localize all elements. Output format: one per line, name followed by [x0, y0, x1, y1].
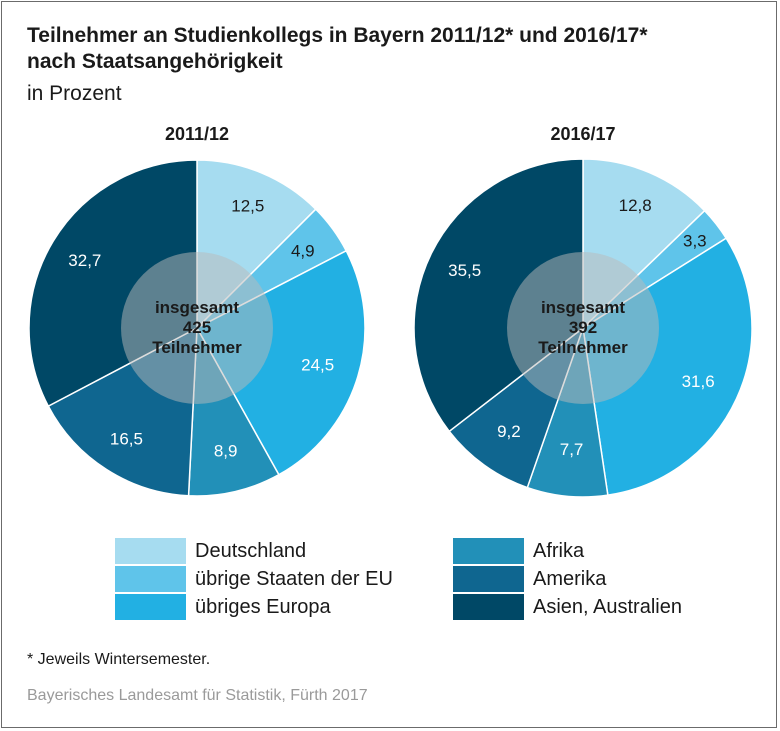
pie-center-label: 392	[569, 318, 597, 337]
legend-label: Asien, Australien	[533, 596, 682, 618]
legend-label: übriges Europa	[195, 596, 331, 618]
slice-value-label: 31,6	[682, 372, 715, 391]
pie-slice-asien-australien	[413, 158, 584, 433]
legend-item-amerika: Amerika	[453, 566, 780, 592]
slice-value-label: 12,5	[231, 196, 264, 215]
legend-label: Deutschland	[195, 540, 307, 562]
legend-swatch	[453, 594, 524, 620]
source-note: Bayerisches Landesamt für Statistik, Für…	[27, 687, 368, 704]
legend-swatch	[115, 566, 186, 592]
legend-swatch	[115, 538, 186, 564]
legend-item-eu: übrige Staaten der EU	[115, 566, 445, 592]
legend-item-deutschland: Deutschland	[115, 538, 445, 564]
slice-value-label: 4,9	[291, 242, 315, 261]
chart-title-line2: nach Staatsangehörigkeit	[27, 50, 283, 73]
pie-center-label: insgesamt	[541, 298, 625, 317]
legend-item-europa: übriges Europa	[115, 594, 445, 620]
pie-chart-2011-12: 12,5 4,9 24,5 8,9 16,5 32,7 insgesamt425Teilne…	[28, 124, 366, 497]
slice-value-label: 8,9	[214, 442, 238, 461]
pie-center-overlay	[507, 252, 659, 404]
legend-label: Afrika	[533, 540, 585, 562]
slice-value-label: 16,5	[110, 429, 143, 448]
slice-value-label: 32,7	[68, 251, 101, 270]
pie-center-overlay	[121, 252, 273, 404]
slice-value-label: 7,7	[560, 440, 584, 459]
footnote: * Jeweils Wintersemester.	[27, 651, 211, 668]
legend-label: übrige Staaten der EU	[195, 568, 393, 590]
chart-title-line1: Teilnehmer an Studienkollegs in Bayern 2…	[27, 24, 648, 47]
chart-title: Teilnehmer an Studienkollegs in Bayern 2…	[27, 23, 648, 75]
slice-value-label: 3,3	[683, 232, 707, 251]
pie-center-label: insgesamt	[155, 298, 239, 317]
chart-subtitle: in Prozent	[27, 82, 122, 105]
pie-center-label: Teilnehmer	[538, 338, 628, 357]
legend-item-asien: Asien, Australien	[453, 594, 780, 620]
pie-chart-2016-17: 12,8 3,3 31,6 7,7 9,2 35,5 insgesamt392Teilneh…	[413, 124, 753, 498]
legend-item-afrika: Afrika	[453, 538, 780, 564]
legend-swatch	[453, 538, 524, 564]
legend-swatch	[453, 566, 524, 592]
pie-title-2011-12: 2011/12	[165, 124, 229, 144]
pie-title-2016-17: 2016/17	[550, 124, 615, 144]
slice-value-label: 35,5	[448, 261, 481, 280]
slice-value-label: 24,5	[301, 355, 334, 374]
legend-swatch	[115, 594, 186, 620]
slice-value-label: 9,2	[497, 422, 521, 441]
pie-center-label: 425	[183, 318, 211, 337]
slice-value-label: 12,8	[619, 196, 652, 215]
pie-center-label: Teilnehmer	[152, 338, 242, 357]
legend-label: Amerika	[533, 568, 607, 590]
